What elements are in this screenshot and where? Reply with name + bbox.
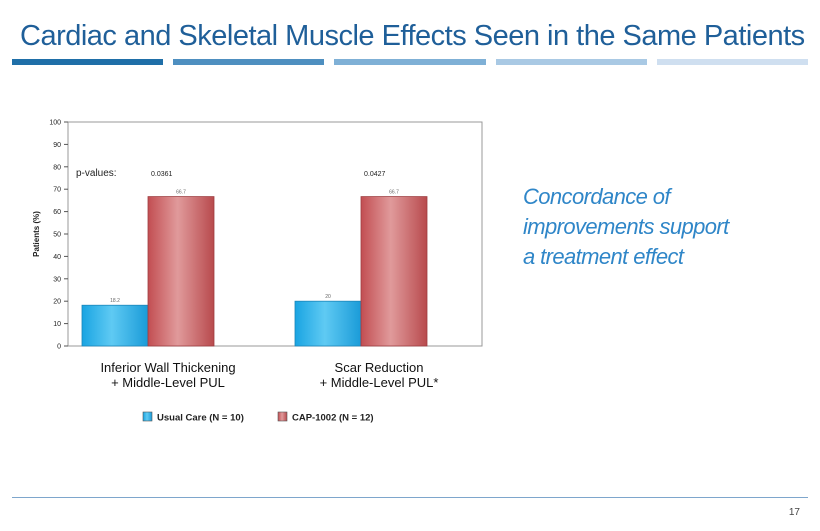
- bar-value-label: 66.7: [389, 190, 399, 196]
- legend-swatch: [277, 411, 288, 422]
- bar: [147, 196, 215, 347]
- category-label: Scar Reduction: [335, 360, 424, 375]
- y-tick-label: 0: [57, 344, 61, 351]
- legend-label: CAP-1002 (N = 12): [292, 413, 374, 424]
- pvalue-label: p-values:: [76, 168, 117, 179]
- pvalue-2: 0.0427: [364, 171, 386, 178]
- legend: Usual Care (N = 10) CAP-1002 (N = 12): [142, 411, 374, 424]
- title-bar-segment: [334, 59, 486, 65]
- y-tick-label: 90: [53, 142, 61, 149]
- y-axis: 0 10 20 30 40 50 60 70 80 90 100: [49, 120, 68, 351]
- category-labels: Inferior Wall Thickening+ Middle-Level P…: [100, 360, 438, 390]
- y-tick-label: 50: [53, 232, 61, 239]
- title-bar-segment: [12, 59, 164, 65]
- callout-line-1: Concordance of: [523, 184, 671, 209]
- y-tick-label: 10: [53, 321, 61, 328]
- y-tick-label: 80: [53, 164, 61, 171]
- legend-swatch: [142, 411, 153, 422]
- bar: [294, 300, 362, 347]
- bars: 18.2 20 66.7 66.7: [81, 190, 428, 347]
- y-tick-label: 100: [49, 120, 61, 127]
- y-tick-label: 60: [53, 209, 61, 216]
- y-tick-label: 40: [53, 254, 61, 261]
- bar: [81, 304, 149, 347]
- bar-value-label: 18.2: [110, 298, 120, 304]
- y-axis-label: Patients (%): [32, 211, 41, 257]
- bar-value-label: 20: [325, 294, 331, 300]
- footer-divider: [12, 497, 808, 498]
- bar: [360, 196, 428, 347]
- category-label: + Middle-Level PUL: [111, 375, 225, 390]
- pvalue-1: 0.0361: [151, 171, 173, 178]
- y-tick-label: 70: [53, 187, 61, 194]
- category-label: Inferior Wall Thickening: [100, 360, 235, 375]
- y-tick-label: 30: [53, 276, 61, 283]
- page-number: 17: [788, 507, 800, 518]
- y-tick-label: 20: [53, 299, 61, 306]
- callout-text: Concordance of improvements support a tr…: [523, 182, 729, 272]
- category-label: + Middle-Level PUL*: [320, 375, 439, 390]
- callout-line-2: improvements support: [523, 214, 729, 239]
- title-bar-segment: [173, 59, 325, 65]
- bar-chart: 0 10 20 30 40 50 60 70 80 90 100 18.2 20 66.7 66.7 Pa…: [32, 120, 483, 424]
- title-underline-bars: [12, 59, 809, 65]
- title-bar-segment: [495, 59, 647, 65]
- legend-label: Usual Care (N = 10): [157, 413, 244, 424]
- callout-line-3: a treatment effect: [523, 244, 684, 269]
- slide-title: Cardiac and Skeletal Muscle Effects Seen…: [20, 20, 805, 52]
- title-bar-segment: [656, 59, 809, 65]
- bar-value-label: 66.7: [176, 190, 186, 196]
